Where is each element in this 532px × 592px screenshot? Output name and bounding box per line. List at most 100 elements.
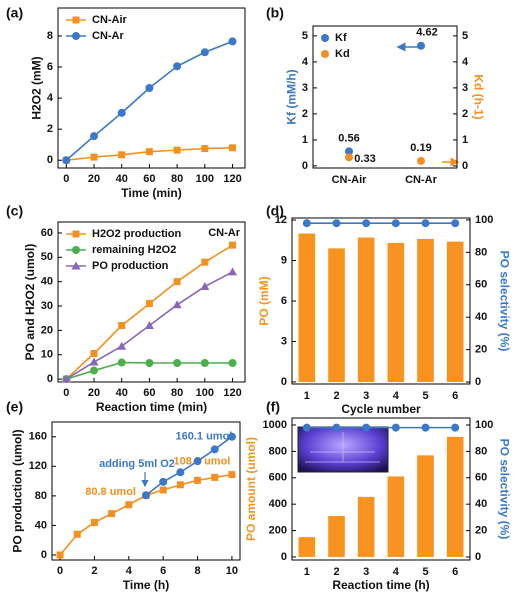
marker: [302, 423, 311, 432]
y2-tick-label: 100: [475, 214, 493, 226]
y-axis-label: PO (mM): [257, 276, 271, 325]
marker: [228, 471, 236, 479]
bar: [357, 496, 375, 557]
legend-label: CN-Ar: [92, 30, 124, 42]
marker: [391, 219, 400, 228]
marker: [145, 84, 154, 92]
x-tick-label: CN-Ar: [405, 174, 437, 186]
y-tick-label: 20: [41, 324, 53, 336]
legend-marker: [72, 16, 80, 24]
x-axis-label: Time (min): [121, 186, 181, 200]
data-label: 4.62: [416, 27, 437, 39]
y-tick-label: 1: [302, 134, 308, 146]
marker: [90, 518, 98, 526]
marker: [61, 374, 71, 383]
x-tick-label: 0: [57, 565, 63, 577]
y-tick-label: 8: [47, 30, 53, 42]
marker: [227, 432, 236, 441]
marker: [62, 156, 71, 165]
legend-marker: [72, 32, 80, 40]
marker: [211, 473, 219, 481]
marker: [172, 300, 182, 309]
marker: [90, 153, 98, 161]
legend-marker: [71, 261, 81, 270]
y2-tick-label: 20: [475, 524, 487, 536]
marker: [332, 423, 341, 432]
panel-label: (f): [266, 399, 280, 415]
x-tick-label: 2: [333, 566, 339, 578]
marker: [229, 241, 237, 249]
y-tick-label: 10: [41, 349, 53, 361]
marker: [228, 359, 237, 368]
y-tick-label: 12: [275, 214, 287, 226]
x-tick-label: 5: [422, 390, 428, 402]
y-tick-label: 0: [47, 373, 53, 385]
x-tick-label: 100: [196, 387, 214, 399]
y2-tick-label: 4: [462, 56, 469, 68]
data-label: 108.8 umol: [173, 456, 230, 468]
panel-label: (d): [266, 203, 284, 219]
bar: [417, 455, 434, 557]
y2-tick-label: 100: [475, 419, 493, 431]
marker: [228, 267, 238, 276]
y-tick-label: 50: [41, 251, 53, 263]
bar: [417, 238, 434, 382]
bar: [328, 248, 345, 382]
y-tick-label: 30: [41, 300, 53, 312]
x-tick-label: 2: [91, 565, 97, 577]
y-tick-label: 4: [47, 92, 54, 104]
marker: [145, 359, 154, 368]
data-label: 0.19: [410, 142, 431, 154]
x-tick-label: 80: [171, 387, 183, 399]
annotation: adding 5ml O2: [99, 458, 175, 470]
marker: [391, 423, 400, 432]
marker: [176, 481, 184, 489]
y-axis-label: PO and H2O2 (umol): [23, 244, 37, 361]
x-tick-label: 3: [363, 566, 369, 578]
marker: [201, 145, 209, 153]
x-axis-label: Reaction time (h): [332, 578, 429, 592]
marker: [159, 477, 168, 486]
y-axis-label: PO production (umol): [11, 429, 25, 552]
x-tick-label: 20: [88, 173, 100, 185]
marker: [142, 491, 150, 500]
y2-axis-label: PO selectivity (%): [497, 251, 511, 352]
y-tick-label: 6: [47, 61, 53, 73]
bar: [298, 233, 316, 382]
marker: [173, 359, 182, 368]
marker: [145, 148, 153, 156]
marker: [417, 156, 425, 165]
legend-marker: [72, 230, 80, 238]
marker: [117, 358, 126, 367]
y-tick-label: 600: [269, 472, 287, 484]
x-tick-label: 6: [160, 565, 166, 577]
x-tick-label: 60: [143, 387, 155, 399]
marker: [118, 151, 126, 159]
y-tick-label: 60: [41, 227, 53, 239]
marker: [173, 146, 181, 154]
panel-label: (c): [6, 203, 23, 219]
x-tick-label: 6: [452, 566, 458, 578]
marker: [362, 219, 371, 228]
plot-frame: [57, 221, 246, 383]
marker: [90, 132, 99, 141]
y-tick-label: 160: [29, 431, 47, 443]
marker: [417, 41, 425, 50]
marker: [200, 48, 209, 57]
y-tick-label: 40: [35, 519, 47, 531]
marker: [332, 219, 341, 228]
y2-tick-label: 0: [475, 551, 481, 563]
data-label: 80.8 umol: [85, 486, 136, 498]
annotation: CN-Ar: [208, 227, 240, 239]
legend-marker: [321, 34, 329, 42]
marker: [173, 62, 182, 71]
y2-tick-label: 5: [462, 30, 468, 42]
plot-frame: [51, 421, 241, 561]
x-tick-label: 0: [63, 173, 69, 185]
panel-label: (e): [6, 399, 23, 415]
x-tick-label: 20: [88, 387, 100, 399]
y2-tick-label: 3: [462, 82, 468, 94]
x-tick-label: 5: [422, 566, 428, 578]
marker: [176, 468, 185, 477]
